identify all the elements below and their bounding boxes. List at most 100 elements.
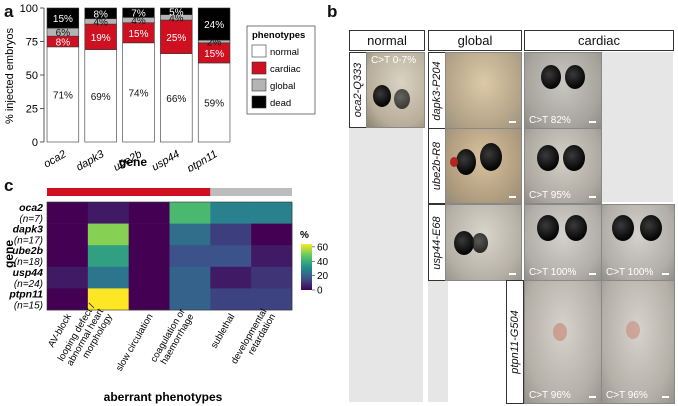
heatmap-cell-ube2b-2 xyxy=(128,245,170,268)
data-label-global-dapk3: 4% xyxy=(93,17,108,28)
heatmap-cell-ptpn11-5 xyxy=(251,288,293,311)
data-label-normal-dapk3: 69% xyxy=(91,92,111,103)
heatmap-cell-dapk3-2 xyxy=(128,223,170,246)
legend-entry-normal: normal xyxy=(270,47,299,58)
heatmap-cell-ube2b-4 xyxy=(210,245,252,268)
legend-entry-global: global xyxy=(270,81,295,92)
x-axis-label: gene xyxy=(119,155,147,169)
heatmap-cell-dapk3-3 xyxy=(169,223,211,246)
photo-normal-oca2: C>T 0-7% xyxy=(366,52,425,128)
row-n-oca2: (n=7) xyxy=(19,214,43,225)
data-label-cardiac-oca2: 8% xyxy=(56,38,71,49)
legend-swatch-cardiac xyxy=(251,61,267,75)
y-tick-label: 50 xyxy=(26,70,38,82)
heatmap-cell-usp44-4 xyxy=(210,266,252,289)
photo-cardiac2-ptpn11: C>T 96% xyxy=(601,280,675,404)
row-label-ptpn11: ptpn11-G504 xyxy=(506,280,524,404)
y-tick-label: 100 xyxy=(20,3,38,15)
bar-dead-oca2 xyxy=(46,7,80,29)
row-n-ube2b: (n=18) xyxy=(14,257,43,268)
legend-entry-cardiac: cardiac xyxy=(270,64,301,75)
colorbar-label: % xyxy=(300,230,309,241)
heatmap-x-axis-label: aberrant phenotypes xyxy=(104,390,223,404)
heatmap-cell-ptpn11-1 xyxy=(87,288,129,311)
heatmap-cell-oca2-1 xyxy=(87,202,129,224)
heatmap-cell-oca2-4 xyxy=(210,202,252,224)
row-label-oca2: oca2 xyxy=(19,202,43,214)
heatmap-cell-dapk3-1 xyxy=(87,223,129,246)
legend: phenotypes normal cardiac global dead xyxy=(246,25,316,115)
header-normal: normal xyxy=(349,30,425,51)
heatmap-cell-ube2b-1 xyxy=(87,245,129,268)
y-axis-label: % injected embryos xyxy=(4,28,16,124)
data-label-dead-ptpn11: 24% xyxy=(204,20,224,31)
data-label-global-ube2b: 4% xyxy=(131,16,146,27)
header-cardiac: cardiac xyxy=(524,30,674,51)
row-label-ptpn11: ptpn11 xyxy=(8,288,43,300)
row-label-dapk3: dapk3-P204 xyxy=(428,52,446,129)
caption-ptpn11-cardiac: C>T 96% xyxy=(529,390,571,401)
bar-dead-dapk3 xyxy=(84,7,117,20)
data-label-normal-ube2b: 74% xyxy=(128,88,148,99)
photo-global-dapk3 xyxy=(445,52,522,129)
row-label-usp44: usp44-E68 xyxy=(428,204,446,281)
column-label-2: slow circulation xyxy=(114,312,156,373)
column-group-bar-1 xyxy=(210,188,292,196)
panel-label-c: c xyxy=(4,176,14,195)
data-label-cardiac-ube2b: 15% xyxy=(128,29,148,40)
header-global: global xyxy=(428,30,522,51)
x-tick-label-usp44: usp44 xyxy=(150,148,182,172)
heatmap-cell-ptpn11-4 xyxy=(210,288,252,311)
data-label-dead-ube2b: 7% xyxy=(131,9,146,20)
row-label-usp44: usp44 xyxy=(13,267,44,279)
data-label-dead-usp44: 5% xyxy=(169,7,184,18)
legend-swatch-global xyxy=(251,78,267,92)
row-label-ube2b: ube2b xyxy=(12,245,44,257)
data-label-global-usp44: 4% xyxy=(169,13,184,24)
data-label-cardiac-usp44: 25% xyxy=(166,33,186,44)
row-label-oca2: oca2-Q333 xyxy=(349,52,367,128)
data-label-normal-ptpn11: 59% xyxy=(204,98,224,109)
bar-dead-ptpn11 xyxy=(197,7,231,41)
photo-global-usp44 xyxy=(445,204,522,281)
photo-cardiac-usp44: C>T 100% xyxy=(524,204,602,281)
heatmap-cell-dapk3-5 xyxy=(251,223,293,246)
heatmap-cell-ube2b-5 xyxy=(251,245,293,268)
data-label-normal-oca2: 71% xyxy=(53,90,73,101)
colorbar-tick-label: 0 xyxy=(317,286,323,297)
caption-normal: C>T 0-7% xyxy=(371,55,417,66)
photo-cardiac2-usp44: C>T 100% xyxy=(601,204,675,281)
data-label-cardiac-ptpn11: 15% xyxy=(204,49,224,60)
photo-global-ube2b xyxy=(445,128,522,204)
caption-dapk3-cardiac: C>T 82% xyxy=(529,115,571,126)
colorbar: % 0 20 40 60 xyxy=(300,230,329,297)
heatmap-cell-ube2b-3 xyxy=(169,245,211,268)
colorbar-tick-label: 60 xyxy=(317,242,329,253)
x-tick-label-oca2: oca2 xyxy=(42,148,69,170)
data-label-cardiac-dapk3: 19% xyxy=(91,33,111,44)
data-label-global-oca2: 6% xyxy=(56,28,71,39)
caption-ptpn11-cardiac2: C>T 96% xyxy=(606,390,648,401)
heatmap-cell-oca2-3 xyxy=(169,202,211,224)
heatmap-chart: gene aberrant phenotypes oca2(n=7)dapk3(… xyxy=(2,188,329,404)
y-tick-label: 25 xyxy=(26,104,38,116)
legend-title: phenotypes xyxy=(252,30,305,41)
colorbar-tick-label: 20 xyxy=(317,271,329,282)
heatmap-cell-ptpn11-0 xyxy=(47,288,89,311)
heatmap-cell-oca2-0 xyxy=(47,202,89,224)
bar-normal-ube2b xyxy=(122,42,155,143)
heatmap-y-axis-label: gene xyxy=(2,240,16,268)
legend-entry-dead: dead xyxy=(270,98,291,109)
row-n-ptpn11: (n=15) xyxy=(14,300,43,311)
heatmap-cell-usp44-5 xyxy=(251,266,293,289)
heatmap-cell-ube2b-0 xyxy=(47,245,89,268)
heatmap-cell-oca2-2 xyxy=(128,202,170,224)
column-label-line: slow circulation xyxy=(114,312,156,373)
data-label-global-ptpn11: 2% xyxy=(207,38,222,49)
legend-swatch-normal xyxy=(251,44,267,58)
heatmap-cell-ptpn11-3 xyxy=(169,288,211,311)
photo-cardiac-ptpn11: C>T 96% xyxy=(524,280,602,404)
bar-cardiac-usp44 xyxy=(160,19,193,54)
